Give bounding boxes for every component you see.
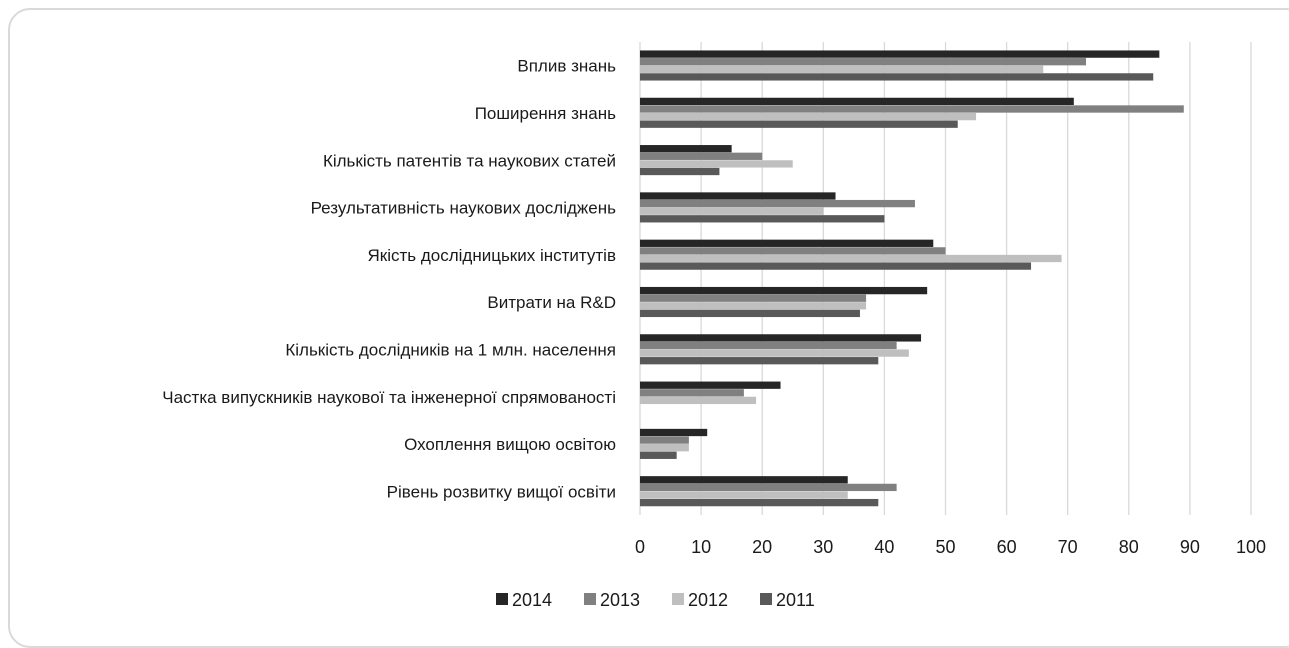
- legend-label-2013: 2013: [600, 590, 640, 610]
- category-label: Витрати на R&D: [487, 293, 616, 312]
- category-label: Охоплення вищою освітою: [404, 435, 616, 454]
- x-tick-label: 10: [691, 537, 711, 557]
- bar-2012: [640, 349, 909, 357]
- x-tick-label: 60: [997, 537, 1017, 557]
- bar-2012: [640, 444, 689, 452]
- bar-2014: [640, 286, 928, 295]
- bar-2012: [640, 302, 867, 310]
- bars-layer: [640, 50, 1184, 507]
- bar-2012: [640, 491, 848, 499]
- bar-2011: [640, 357, 879, 365]
- bar-2013: [640, 152, 763, 160]
- bar-2014: [640, 476, 848, 484]
- bar-2013: [640, 436, 689, 444]
- x-tick-label: 90: [1180, 537, 1200, 557]
- bar-2011: [640, 451, 677, 459]
- legend-label-2014: 2014: [512, 590, 552, 610]
- bar-2012: [640, 207, 824, 215]
- legend-swatch-2013: [584, 593, 596, 605]
- bar-2013: [640, 389, 744, 397]
- bar-2012: [640, 65, 1044, 73]
- category-label: Рівень розвитку вищої освіти: [387, 482, 616, 501]
- bar-2012: [640, 396, 757, 405]
- bar-2013: [640, 483, 897, 492]
- category-label: Вплив знань: [517, 57, 616, 76]
- x-tick-label: 100: [1236, 537, 1266, 557]
- category-label: Поширення знань: [475, 104, 616, 123]
- x-axis-tick-labels: 0 10 20 30 40 50 60 70 80 90 100: [635, 537, 1266, 557]
- bar-2014: [640, 192, 836, 200]
- bar-2014: [640, 381, 781, 389]
- x-tick-label: 70: [1058, 537, 1078, 557]
- bar-2013: [640, 247, 946, 255]
- x-tick-label: 40: [874, 537, 894, 557]
- legend-swatch-2012: [672, 593, 684, 605]
- x-tick-label: 80: [1119, 537, 1139, 557]
- bar-2011: [640, 262, 1032, 270]
- bar-2014: [640, 334, 922, 342]
- bar-2014: [640, 428, 708, 437]
- bar-2011: [640, 215, 885, 223]
- bar-2014: [640, 97, 1074, 106]
- bar-2012: [640, 254, 1062, 263]
- x-tick-label: 30: [813, 537, 833, 557]
- x-tick-label: 0: [635, 537, 645, 557]
- bar-2013: [640, 294, 867, 302]
- legend-swatch-2011: [760, 593, 772, 605]
- category-label: Якість дослідницьких інститутів: [367, 246, 616, 265]
- bar-2013: [640, 199, 915, 208]
- bar-chart: Вплив знань Поширення знань Кількість пате…: [162, 42, 1266, 610]
- bar-2014: [640, 50, 1160, 58]
- x-tick-label: 20: [752, 537, 772, 557]
- bar-2011: [640, 167, 720, 176]
- bar-2013: [640, 341, 897, 350]
- category-label: Кількість патентів та наукових статей: [323, 151, 616, 170]
- bar-2012: [640, 112, 977, 121]
- bar-2014: [640, 239, 934, 247]
- bar-2012: [640, 160, 793, 168]
- legend-swatch-2014: [496, 593, 508, 605]
- bar-2011: [640, 120, 958, 128]
- legend-label-2012: 2012: [688, 590, 728, 610]
- bar-2011: [640, 498, 879, 507]
- category-label: Результативність наукових досліджень: [311, 199, 617, 218]
- bar-2013: [640, 58, 1087, 66]
- legend-label-2011: 2011: [776, 590, 815, 610]
- x-tick-label: 50: [935, 537, 955, 557]
- bar-2011: [640, 309, 860, 318]
- category-label: Кількість дослідників на 1 млн. населенн…: [285, 340, 616, 359]
- legend: 2014 2013 2012 2011: [496, 590, 815, 610]
- category-labels: Вплив знань Поширення знань Кількість пате…: [162, 57, 616, 502]
- bar-2014: [640, 145, 732, 153]
- bar-2013: [640, 105, 1184, 113]
- bar-2011: [640, 73, 1154, 81]
- category-label: Частка випускників наукової та інженерно…: [162, 388, 616, 407]
